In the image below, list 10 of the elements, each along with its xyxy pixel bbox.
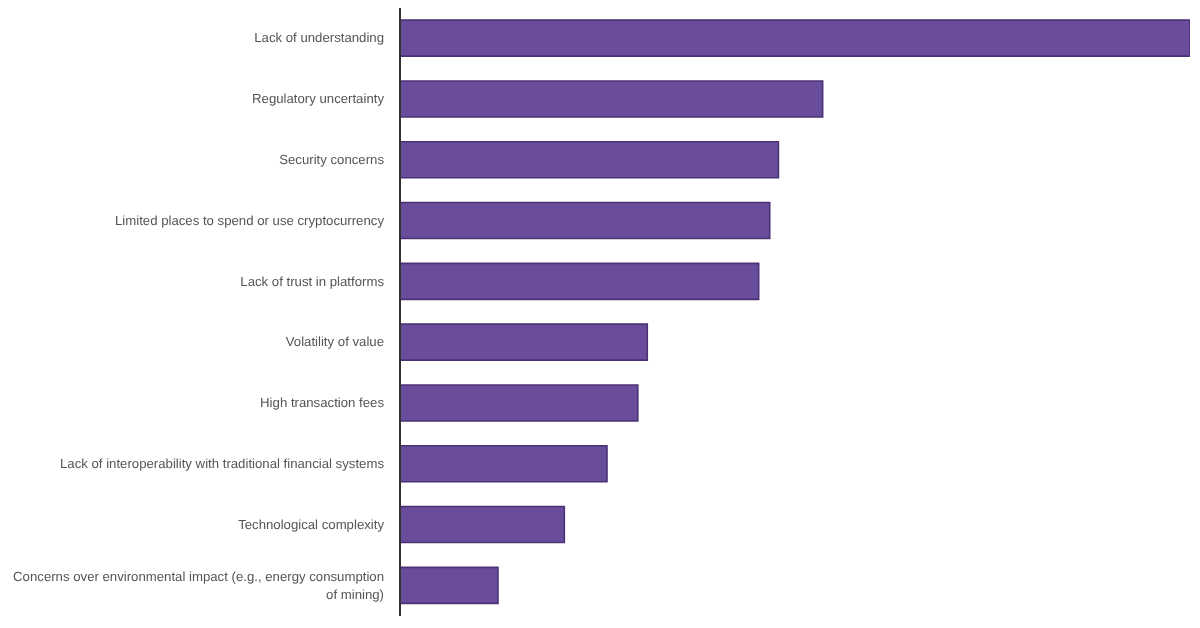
- bar: [400, 80, 824, 118]
- bar: [400, 19, 1190, 57]
- bar: [400, 444, 608, 483]
- bar: [400, 262, 760, 301]
- bar: [400, 140, 780, 179]
- bar: [400, 323, 649, 361]
- bar: [400, 201, 771, 240]
- bar: [400, 384, 639, 422]
- bar: [400, 566, 499, 605]
- bar: [400, 505, 566, 544]
